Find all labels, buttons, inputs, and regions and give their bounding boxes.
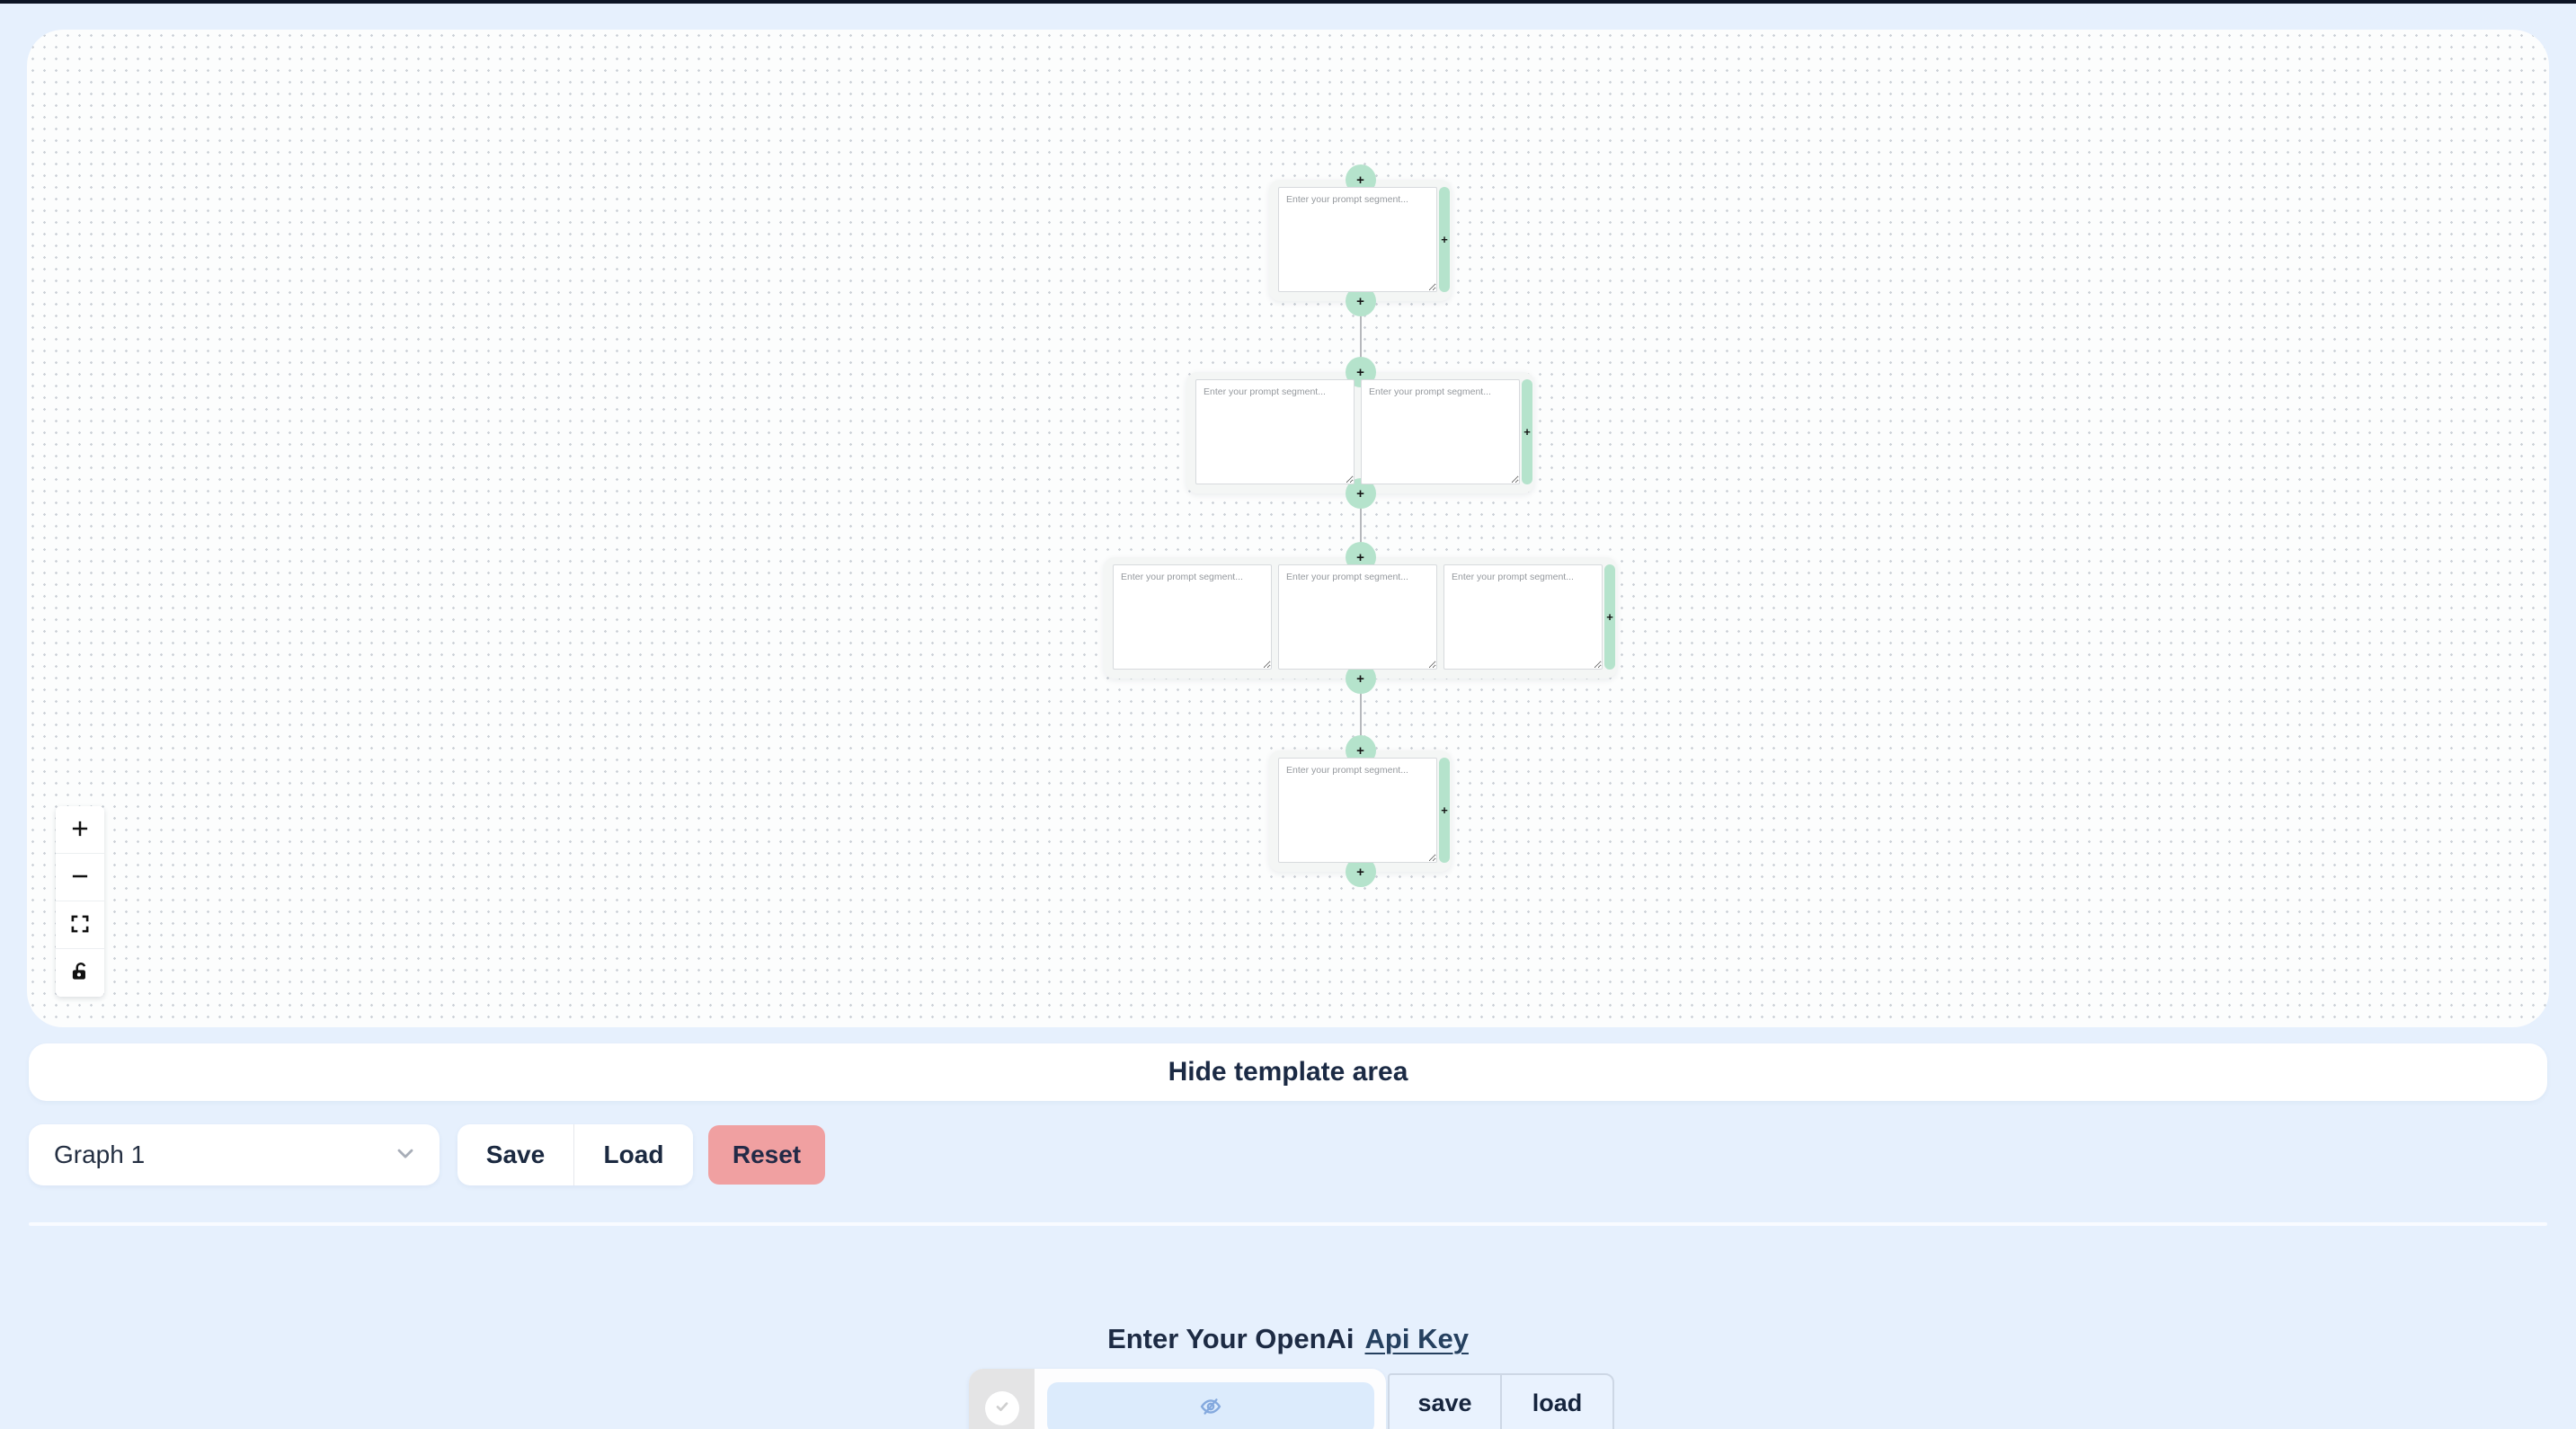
edge-connector: [1360, 679, 1362, 751]
api-key-label-text: Enter Your OpenAi: [1107, 1323, 1355, 1354]
zoom-out-icon: [68, 865, 92, 891]
api-key-input-group: [969, 1369, 1386, 1429]
fit-view-icon: [68, 912, 92, 938]
graph-load-button[interactable]: Load: [574, 1124, 693, 1185]
prompt-segment-textarea[interactable]: [1278, 758, 1437, 863]
plus-icon: +: [1356, 670, 1364, 687]
plus-icon: +: [1523, 425, 1531, 439]
prompt-node-group[interactable]: + + +: [1269, 164, 1452, 316]
prompt-segment-textarea[interactable]: [1195, 379, 1355, 484]
api-key-bar: save load: [969, 1369, 1614, 1429]
graph-select-dropdown[interactable]: Graph 1: [29, 1124, 440, 1185]
hide-template-area-button[interactable]: Hide template area: [29, 1043, 2547, 1101]
api-key-status-addon: [969, 1369, 1035, 1429]
prompt-segments-row: [1278, 758, 1437, 863]
plus-icon: +: [1606, 610, 1613, 624]
plus-icon: +: [1441, 803, 1448, 817]
section-divider: [29, 1222, 2547, 1226]
plus-icon: +: [1356, 485, 1364, 501]
api-key-link[interactable]: Api Key: [1364, 1323, 1469, 1354]
prompt-node-group[interactable]: + + +: [1104, 542, 1617, 694]
prompt-node-group[interactable]: + + +: [1269, 735, 1452, 887]
prompt-segment-textarea[interactable]: [1278, 564, 1437, 670]
prompt-segments-row: [1195, 379, 1520, 484]
window-top-edge: [0, 0, 2576, 4]
plus-icon: +: [1356, 742, 1364, 759]
api-key-load-button[interactable]: load: [1502, 1375, 1612, 1429]
graph-save-button[interactable]: Save: [457, 1124, 574, 1185]
status-badge: [984, 1391, 1019, 1425]
add-segment-button[interactable]: +: [1604, 564, 1615, 670]
flow-canvas[interactable]: + + + + + + + + + +: [27, 30, 2549, 1027]
zoom-in-button[interactable]: [56, 806, 104, 854]
api-key-label: Enter Your OpenAi Api Key: [0, 1323, 2576, 1355]
chevron-down-icon: [393, 1141, 418, 1170]
zoom-out-button[interactable]: [56, 854, 104, 901]
prompt-segment-textarea[interactable]: [1361, 379, 1520, 484]
plus-icon: +: [1356, 864, 1364, 880]
api-key-save-button[interactable]: save: [1390, 1375, 1502, 1429]
plus-icon: +: [1356, 293, 1364, 309]
add-segment-button[interactable]: +: [1439, 758, 1450, 863]
canvas-controls: [56, 806, 104, 997]
fit-view-button[interactable]: [56, 901, 104, 949]
plus-icon: +: [1441, 233, 1448, 246]
prompt-segment-textarea[interactable]: [1443, 564, 1603, 670]
api-key-field-zone: [1035, 1369, 1386, 1429]
graph-saveload-group: Save Load: [457, 1124, 693, 1185]
flow-graph: + + + + + + + + + +: [27, 30, 2549, 1027]
check-icon: [993, 1398, 1011, 1420]
prompt-segments-row: [1278, 187, 1437, 292]
graph-select-value: Graph 1: [54, 1141, 146, 1168]
api-key-input-box: [1046, 1382, 1374, 1429]
toggle-interactivity-button[interactable]: [56, 949, 104, 997]
add-segment-button[interactable]: +: [1439, 187, 1450, 292]
zoom-in-icon: [68, 817, 92, 843]
prompt-node-group[interactable]: + + +: [1186, 357, 1534, 509]
add-segment-button[interactable]: +: [1522, 379, 1532, 484]
graph-reset-button[interactable]: Reset: [708, 1125, 825, 1185]
plus-icon: +: [1356, 549, 1364, 565]
prompt-segment-textarea[interactable]: [1278, 187, 1437, 292]
prompt-segments-row: [1113, 564, 1603, 670]
edge-connector: [1360, 301, 1362, 373]
api-key-actions: save load: [1388, 1373, 1614, 1429]
plus-icon: +: [1356, 364, 1364, 380]
unlock-icon: [68, 960, 92, 986]
edge-connector: [1360, 493, 1362, 558]
plus-icon: +: [1356, 172, 1364, 188]
api-key-input[interactable]: [1046, 1382, 1374, 1429]
prompt-segment-textarea[interactable]: [1113, 564, 1272, 670]
